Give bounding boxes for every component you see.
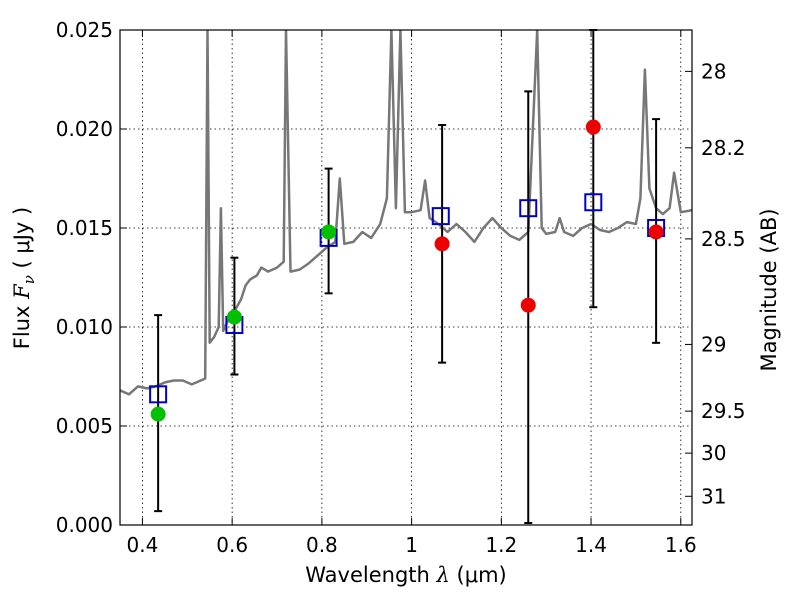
- model-square: [149, 385, 168, 404]
- spectrum-line: [120, 30, 692, 396]
- y2-tick-label: 28.5: [701, 227, 746, 251]
- y2-tick-label: 31: [701, 484, 726, 508]
- y-tick-label: 0.010: [56, 315, 113, 339]
- y2-axis-label: Magnitude (AB): [757, 208, 781, 371]
- y2-tick-label: 29.5: [701, 399, 746, 423]
- y2-tick-label: 29: [701, 332, 726, 356]
- axes-frame: [119, 29, 693, 526]
- x-tick-label: 1.6: [665, 533, 697, 557]
- observed-photometry: [150, 119, 664, 422]
- detection-point: [150, 406, 166, 422]
- x-tick-label: 1.4: [575, 533, 607, 557]
- detection-point: [321, 224, 337, 240]
- spectrum: [120, 30, 692, 396]
- y2-tick-label: 30: [701, 441, 726, 465]
- grid: [120, 30, 692, 525]
- upper-limit-point: [648, 224, 664, 240]
- y-tick-label: 0.025: [56, 18, 113, 42]
- upper-limit-point: [585, 119, 601, 135]
- x-tick-label: 1.2: [485, 533, 517, 557]
- model-square: [519, 199, 538, 218]
- y-tick-label: 0.000: [56, 513, 113, 537]
- x-tick-label: 1: [405, 533, 418, 557]
- x-tick-label: 0.6: [216, 533, 248, 557]
- x-axis-label: Wavelength λ (μm): [305, 563, 506, 587]
- x-tick-label: 0.4: [127, 533, 159, 557]
- x-tick-label: 0.8: [306, 533, 338, 557]
- y2-tick-label: 28: [701, 59, 726, 83]
- y-tick-label: 0.005: [56, 414, 113, 438]
- plot-frame: [119, 29, 693, 526]
- upper-limit-point: [520, 297, 536, 313]
- upper-limit-point: [434, 236, 450, 252]
- detection-point: [226, 309, 242, 325]
- model-square: [584, 193, 603, 212]
- y-tick-label: 0.020: [56, 117, 113, 141]
- model-square: [431, 207, 450, 226]
- y-axis-label: Flux Fν ( μJy ): [10, 207, 38, 349]
- error-bars: [154, 29, 661, 525]
- y2-tick-label: 28.2: [701, 136, 746, 160]
- y-tick-label: 0.015: [56, 216, 113, 240]
- ticks: 0.4 0.6 0.8 1 1.2 1.4 1.6 0.000 0.005 0.010 0.015 0…: [56, 18, 746, 557]
